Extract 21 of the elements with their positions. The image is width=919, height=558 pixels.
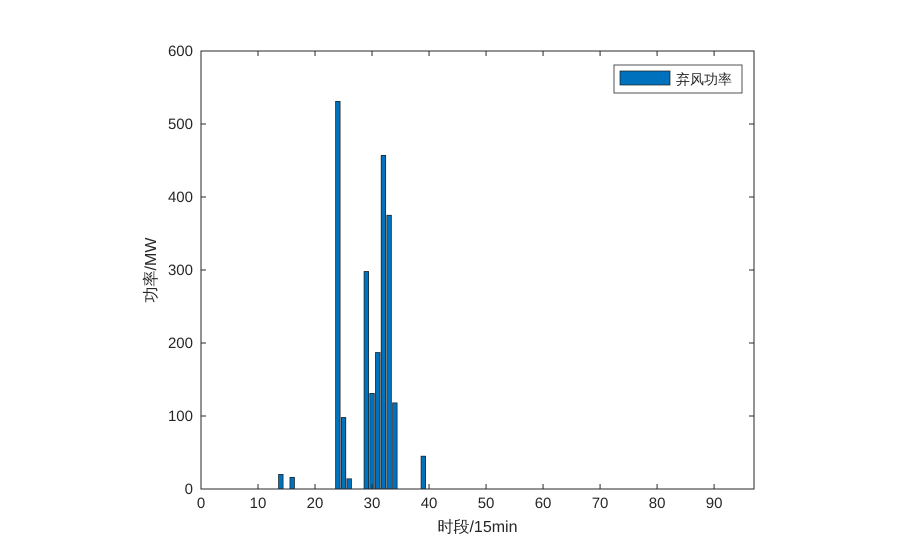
y-tick-label: 600 xyxy=(168,43,193,60)
x-axis-title: 时段/15min xyxy=(437,518,518,536)
y-tick-label: 400 xyxy=(168,189,193,206)
legend-label: 弃风功率 xyxy=(676,72,732,88)
x-tick-label: 70 xyxy=(592,495,608,512)
y-tick-label: 200 xyxy=(168,335,193,352)
x-tick-label: 40 xyxy=(420,495,438,512)
legend: 弃风功率 xyxy=(614,64,742,94)
y-tick-label: 100 xyxy=(168,408,193,425)
y-tick-label: 500 xyxy=(168,116,193,133)
x-tick-label: 50 xyxy=(478,495,494,512)
x-tick-label: 0 xyxy=(196,495,206,512)
x-tick-label: 20 xyxy=(306,495,324,512)
y-tick-label: 0 xyxy=(184,481,193,498)
x-tick-label: 80 xyxy=(648,495,666,512)
x-tick-label: 90 xyxy=(706,495,722,512)
x-tick-label: 10 xyxy=(250,495,266,512)
x-tick-label: 60 xyxy=(534,495,552,512)
y-tick-label: 300 xyxy=(168,262,193,279)
y-axis-title: 功率/MW xyxy=(142,236,160,302)
x-tick-label: 30 xyxy=(364,495,380,512)
